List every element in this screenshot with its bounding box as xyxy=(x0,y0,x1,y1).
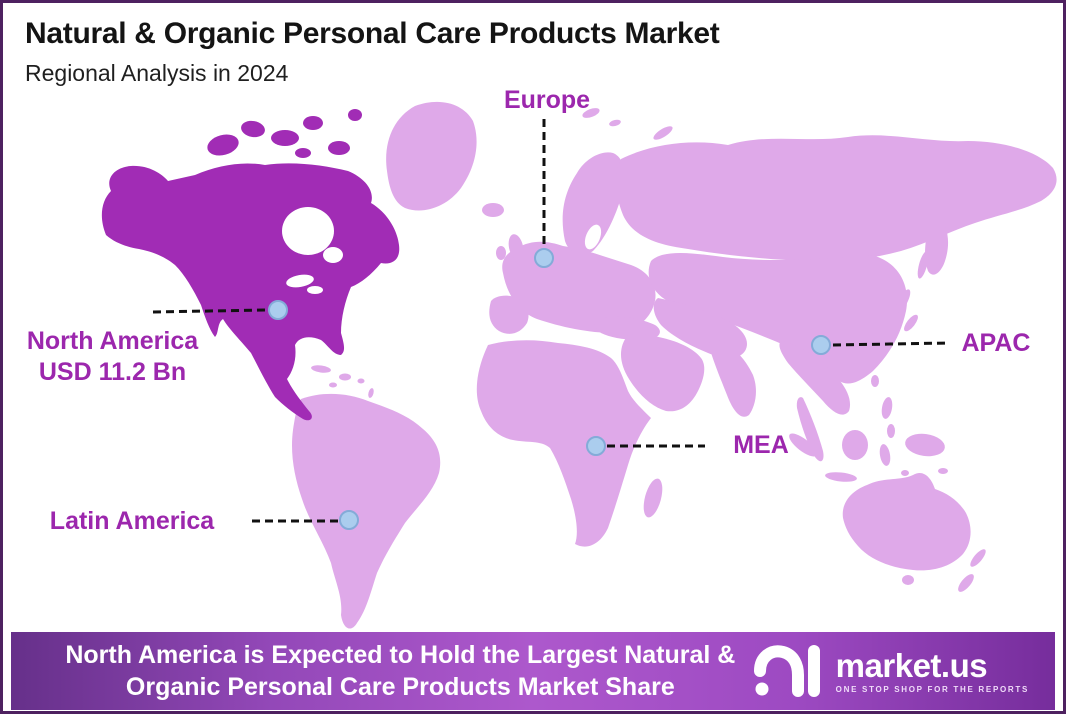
logo-name: market.us xyxy=(835,646,988,684)
region-africa xyxy=(476,340,663,547)
bottom-banner: North America is Expected to Hold the La… xyxy=(11,632,1055,710)
region-oceania xyxy=(789,430,986,592)
marker-north-america xyxy=(268,300,288,320)
banner-headline-line1: North America is Expected to Hold the La… xyxy=(65,641,736,669)
logo-text-block: market.us ONE STOP SHOP FOR THE REPORTS xyxy=(836,649,1029,694)
marker-mea xyxy=(586,436,606,456)
label-europe: Europe xyxy=(503,86,591,114)
label-north-america: North America USD 11.2 Bn xyxy=(15,326,210,389)
region-greenland xyxy=(386,101,504,217)
banner-headline: North America is Expected to Hold the La… xyxy=(11,639,752,703)
logo-tagline: ONE STOP SHOP FOR THE REPORTS xyxy=(835,684,1029,694)
page-subtitle: Regional Analysis in 2024 xyxy=(25,60,289,86)
region-north-america xyxy=(101,109,400,421)
banner-headline-line2: Organic Personal Care Products Market Sh… xyxy=(125,673,675,701)
world-map xyxy=(101,101,1057,629)
label-mea: MEA xyxy=(733,431,789,459)
leader-line-apac xyxy=(832,341,950,347)
region-south-america xyxy=(292,365,441,629)
label-north-america-name: North America xyxy=(26,327,199,355)
region-asia xyxy=(594,135,1057,462)
brand-logo: market.us ONE STOP SHOP FOR THE REPORTS xyxy=(752,639,1055,703)
label-north-america-value: USD 11.2 Bn xyxy=(38,358,187,387)
header: Natural & Organic Personal Care Products… xyxy=(25,17,720,87)
label-latin-america: Latin America xyxy=(49,507,215,535)
marker-apac xyxy=(811,335,831,355)
marker-europe xyxy=(534,248,554,268)
market-us-icon xyxy=(753,645,820,697)
leader-line-north-america xyxy=(152,308,266,314)
page-title: Natural & Organic Personal Care Products… xyxy=(25,17,720,50)
marker-latin-america xyxy=(339,510,359,530)
label-apac: APAC xyxy=(961,329,1031,357)
